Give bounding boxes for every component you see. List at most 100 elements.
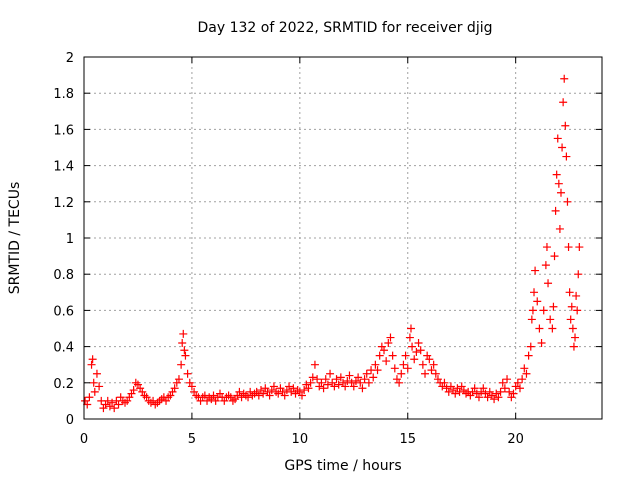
data-point [405, 333, 414, 342]
data-point [121, 398, 130, 407]
data-point [446, 382, 455, 391]
x-tick-label: 15 [399, 432, 416, 447]
data-point [574, 270, 583, 279]
data-point [479, 384, 488, 393]
data-point [207, 395, 216, 404]
data-point [412, 348, 421, 357]
data-point [328, 378, 337, 387]
data-point [542, 243, 551, 252]
data-point [397, 369, 406, 378]
data-point [500, 384, 509, 393]
data-point [203, 396, 212, 405]
data-point [265, 391, 274, 400]
data-point [129, 386, 138, 395]
data-point [511, 382, 520, 391]
data-point [209, 391, 218, 400]
data-point [87, 360, 96, 369]
data-point [323, 380, 332, 389]
x-axis-label: GPS time / hours [284, 458, 401, 474]
data-point [278, 387, 287, 396]
y-axis-label: SRMTID / TECUs [7, 182, 23, 295]
data-point [572, 291, 581, 300]
data-point [552, 170, 561, 179]
data-point [395, 378, 404, 387]
data-point [114, 400, 123, 409]
data-point [95, 382, 104, 391]
data-point [315, 382, 324, 391]
data-point [562, 152, 571, 161]
data-point [386, 333, 395, 342]
data-point [336, 373, 345, 382]
data-point [390, 364, 399, 373]
data-point [330, 382, 339, 391]
data-point [180, 346, 189, 355]
data-point [526, 342, 535, 351]
data-point [267, 386, 276, 395]
data-point [528, 306, 537, 315]
data-point [440, 378, 449, 387]
data-point [164, 393, 173, 402]
data-point [474, 393, 483, 402]
data-point [573, 306, 582, 315]
data-point [481, 389, 490, 398]
data-point [503, 375, 512, 384]
data-point [551, 206, 560, 215]
data-point [567, 302, 576, 311]
data-point [492, 389, 501, 398]
data-point [252, 387, 261, 396]
data-point [310, 360, 319, 369]
data-point [442, 384, 451, 393]
data-point [183, 369, 192, 378]
data-point [181, 351, 190, 360]
y-tick-label: 2 [66, 51, 74, 66]
data-point [392, 375, 401, 384]
data-point [373, 366, 382, 375]
data-point [110, 404, 119, 413]
data-point [116, 393, 125, 402]
data-point [364, 378, 373, 387]
data-point [487, 391, 496, 400]
data-point [377, 342, 386, 351]
y-tick-label: 0 [66, 413, 74, 428]
data-point [259, 389, 268, 398]
y-tick-label: 1.6 [53, 123, 74, 138]
data-point [498, 378, 507, 387]
data-point [453, 384, 462, 393]
x-tick-label: 20 [507, 432, 524, 447]
data-point [451, 389, 460, 398]
data-point [92, 369, 101, 378]
data-point [375, 351, 384, 360]
data-point [472, 389, 481, 398]
y-tick-label: 0.8 [53, 268, 74, 283]
data-point [455, 387, 464, 396]
data-point [300, 386, 309, 395]
data-point [127, 389, 136, 398]
data-point [321, 375, 330, 384]
data-point [548, 324, 557, 333]
data-point [178, 338, 187, 347]
data-point [215, 389, 224, 398]
data-point [239, 389, 248, 398]
data-point [406, 324, 415, 333]
data-point [85, 393, 94, 402]
data-point [179, 329, 188, 338]
y-tick-label: 0.4 [53, 341, 74, 356]
data-point [401, 351, 410, 360]
data-point [151, 400, 160, 409]
data-point [291, 389, 300, 398]
data-point [90, 387, 99, 396]
data-point [233, 391, 242, 400]
data-point [99, 404, 108, 413]
data-point [533, 297, 542, 306]
data-point [205, 393, 214, 402]
data-point [414, 338, 423, 347]
data-point [170, 384, 179, 393]
data-point [569, 342, 578, 351]
data-point [125, 393, 134, 402]
data-point [108, 398, 117, 407]
data-point [345, 371, 354, 380]
data-point [371, 360, 380, 369]
y-tick-label: 1.2 [53, 196, 74, 211]
data-point [433, 375, 442, 384]
data-point [226, 393, 235, 402]
